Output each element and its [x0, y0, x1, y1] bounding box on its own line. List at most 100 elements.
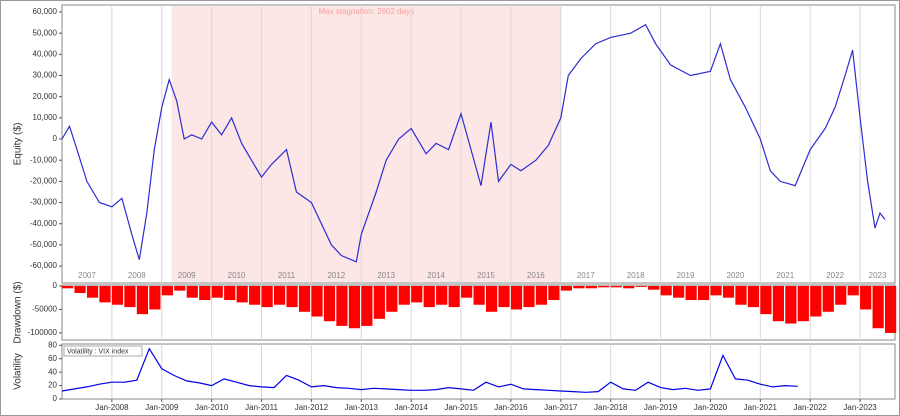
x-tick-label: Jan-2013: [345, 403, 379, 412]
y-tick-label: 40: [48, 367, 57, 376]
x-tick-label: Jan-2023: [843, 403, 877, 412]
drawdown-bar: [436, 285, 448, 305]
y-tick-label: 20: [48, 381, 57, 390]
drawdown-bar: [62, 285, 74, 289]
x-tick-label: Jan-2011: [245, 403, 278, 412]
drawdown-bar: [860, 285, 872, 310]
drawdown-bar: [199, 285, 211, 301]
drawdown-bar: [161, 285, 173, 296]
drawdown-bar: [348, 285, 361, 329]
y-axis-label: Drawdown ($): [13, 281, 24, 343]
drawdown-bar: [136, 285, 149, 315]
drawdown-bar: [548, 285, 560, 301]
legend-label: Volatility : VIX index: [67, 348, 129, 355]
stagnation-band: [171, 6, 561, 282]
drawdown-bar: [722, 285, 735, 298]
drawdown-bar: [635, 285, 647, 287]
year-label: 2010: [228, 271, 246, 280]
drawdown-bar: [760, 285, 772, 315]
x-tick-label: Jan-2015: [444, 403, 478, 412]
y-tick-label: 60: [48, 354, 57, 363]
drawdown-bar: [74, 285, 86, 293]
year-label: 2020: [726, 271, 744, 280]
drawdown-bar: [710, 285, 722, 296]
y-tick-label: 0: [53, 281, 58, 290]
drawdown-bar: [236, 285, 248, 303]
drawdown-bar: [99, 285, 111, 303]
year-label: 2014: [427, 271, 445, 280]
drawdown-bar: [149, 285, 161, 310]
drawdown-bar: [510, 285, 523, 310]
year-label: 2018: [627, 271, 645, 280]
year-label: 2008: [128, 271, 146, 280]
drawdown-bar: [697, 285, 710, 301]
x-tick-label: Jan-2020: [694, 403, 728, 412]
x-tick-label: Jan-2009: [145, 403, 179, 412]
drawdown-bar: [822, 285, 834, 312]
drawdown-bar: [835, 285, 847, 305]
drawdown-bar: [735, 285, 747, 305]
year-label: 2022: [826, 271, 844, 280]
y-tick-label: -40,000: [30, 219, 58, 228]
y-tick-label: 0: [53, 394, 58, 403]
y-tick-label: 0: [53, 134, 58, 143]
drawdown-bar: [473, 285, 485, 305]
x-tick-label: Jan-2010: [195, 403, 229, 412]
y-tick-label: 20,000: [33, 92, 58, 101]
drawdown-bar: [373, 285, 385, 319]
drawdown-bar: [485, 285, 498, 312]
drawdown-bar: [872, 285, 884, 329]
drawdown-bar: [797, 285, 809, 322]
y-axis-label: Volatility: [13, 353, 24, 390]
drawdown-bar: [610, 285, 622, 288]
drawdown-bar: [498, 285, 510, 308]
y-tick-label: 50,000: [33, 28, 58, 37]
y-tick-label: -30,000: [30, 198, 58, 207]
year-label: 2012: [327, 271, 345, 280]
drawdown-bar: [598, 285, 610, 288]
drawdown-bar: [111, 285, 124, 305]
drawdown-bar: [535, 285, 548, 305]
year-label: 2016: [527, 271, 545, 280]
drawdown-bar: [673, 285, 685, 298]
year-label: 2009: [178, 271, 196, 280]
drawdown-bar: [623, 285, 635, 289]
x-tick-label: Jan-2018: [594, 403, 628, 412]
vix-line: [61, 347, 798, 393]
x-tick-label: Jan-2019: [644, 403, 678, 412]
drawdown-bar: [885, 285, 897, 333]
stagnation-label: Max stagnation: 2802 days: [318, 7, 414, 16]
drawdown-bar: [336, 285, 348, 326]
y-tick-label: 40,000: [33, 49, 58, 58]
drawdown-bar: [398, 285, 410, 305]
year-label: 2023: [869, 271, 887, 280]
x-tick-label: Jan-2022: [794, 403, 828, 412]
y-axis-label: Equity ($): [13, 123, 24, 166]
drawdown-bar: [174, 285, 186, 291]
drawdown-bar: [423, 285, 435, 308]
drawdown-bar: [411, 285, 423, 303]
drawdown-bar: [560, 285, 572, 291]
drawdown-bar: [211, 285, 223, 298]
drawdown-bar: [286, 285, 298, 308]
x-tick-label: Jan-2014: [394, 403, 428, 412]
y-tick-label: 80: [48, 340, 57, 349]
y-tick-label: 60,000: [33, 7, 58, 16]
y-tick-label: -50,000: [30, 240, 58, 249]
drawdown-bar: [747, 285, 760, 308]
drawdown-bar: [86, 285, 99, 298]
drawdown-bar: [573, 285, 585, 289]
drawdown-bar: [224, 285, 236, 301]
drawdown-bar: [386, 285, 398, 312]
year-label: 2015: [477, 271, 495, 280]
y-tick-label: -100000: [28, 328, 58, 337]
drawdown-bar: [660, 285, 672, 296]
drawdown-bar: [361, 285, 373, 326]
year-label: 2019: [677, 271, 695, 280]
drawdown-bar: [311, 285, 323, 317]
drawdown-bar: [323, 285, 336, 322]
drawdown-bar: [585, 285, 597, 289]
x-tick-label: Jan-2017: [544, 403, 578, 412]
y-tick-label: -50000: [32, 305, 57, 314]
year-label: 2011: [278, 271, 296, 280]
